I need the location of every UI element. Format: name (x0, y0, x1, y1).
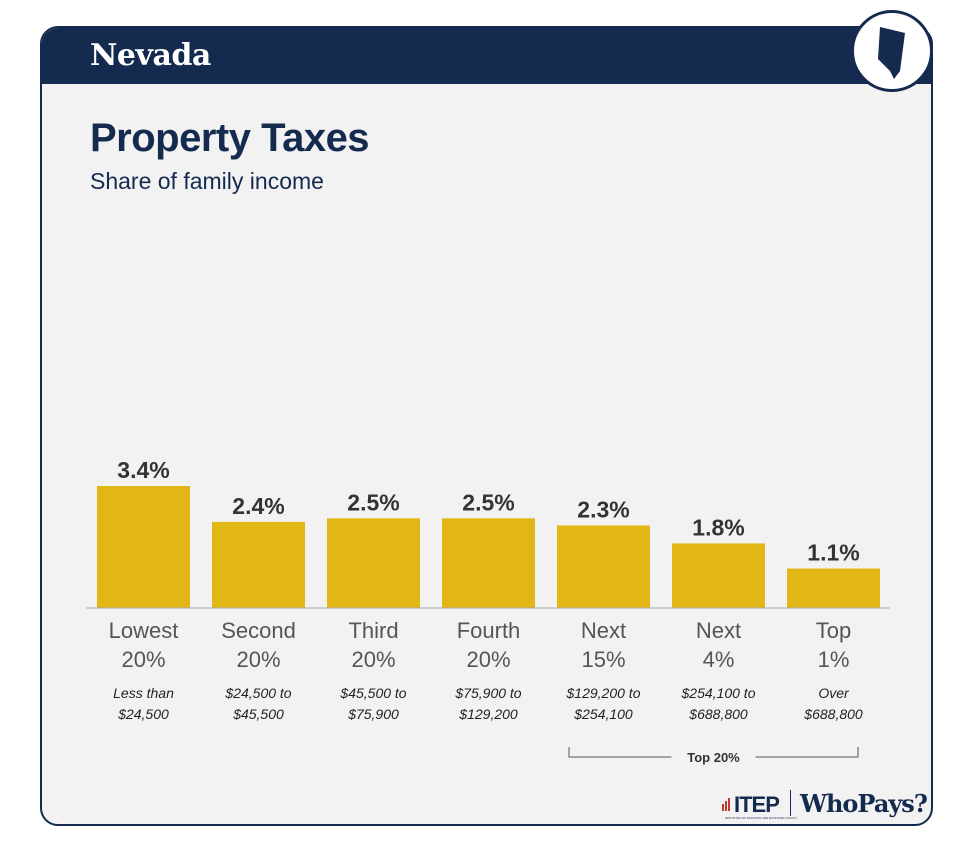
income-range-label: $688,800 (688, 706, 748, 722)
bar-6 (672, 543, 765, 608)
category-label: 15% (581, 647, 625, 672)
income-range-label: $129,200 to (566, 685, 641, 701)
itep-logo: ITEP (734, 792, 780, 817)
itep-bars-icon (722, 798, 730, 811)
logo-divider (790, 790, 791, 816)
category-label: Next (696, 618, 741, 643)
income-range-label: $688,800 (803, 706, 863, 722)
category-label: 20% (236, 647, 280, 672)
income-range-label: $45,500 (232, 706, 284, 722)
bracket-right (755, 747, 859, 758)
income-range-label: $75,900 (347, 706, 399, 722)
bracket-label: Top 20% (687, 750, 740, 765)
income-range-label: $24,500 (117, 706, 169, 722)
value-label: 1.8% (692, 514, 744, 540)
income-range-label: $24,500 to (224, 685, 291, 701)
value-label: 2.5% (462, 489, 514, 515)
nevada-state-icon (851, 10, 933, 92)
state-banner: Nevada (42, 28, 931, 84)
category-label: Lowest (109, 618, 179, 643)
bar-1 (97, 486, 190, 608)
category-label: 20% (466, 647, 510, 672)
bracket-left (568, 747, 672, 758)
category-label: 20% (121, 647, 165, 672)
category-label: Fourth (457, 618, 521, 643)
state-name: Nevada (90, 38, 211, 73)
itep-tagline: INSTITUTE ON TAXATION AND ECONOMIC POLIC… (725, 816, 798, 820)
income-range-label: $254,100 (573, 706, 633, 722)
category-label: Next (581, 618, 626, 643)
bar-2 (212, 521, 305, 608)
bar-4 (442, 518, 535, 608)
income-range-label: $254,100 to (681, 685, 756, 701)
value-label: 2.3% (577, 496, 629, 522)
whopays-logo: WhoPays? (800, 789, 928, 818)
bar-3 (327, 518, 420, 608)
income-range-label: $75,900 to (454, 685, 521, 701)
income-range-label: Over (818, 685, 850, 701)
category-label: Top (816, 618, 851, 643)
income-range-label: Less than (113, 685, 174, 701)
chart-title: Property Taxes (90, 116, 370, 160)
income-range-label: $45,500 to (339, 685, 406, 701)
chart-subtitle: Share of family income (90, 168, 324, 194)
value-label: 1.1% (807, 540, 859, 566)
value-label: 2.4% (232, 493, 284, 519)
bar-7 (787, 568, 880, 608)
value-label: 3.4% (117, 457, 169, 483)
category-label: 1% (818, 647, 850, 672)
bar-5 (557, 525, 650, 608)
category-label: 4% (703, 647, 735, 672)
value-label: 2.5% (347, 489, 399, 515)
income-range-label: $129,200 (458, 706, 518, 722)
category-label: Second (221, 618, 296, 643)
chart-card: Nevada (40, 26, 933, 826)
category-label: Third (348, 618, 398, 643)
category-label: 20% (351, 647, 395, 672)
